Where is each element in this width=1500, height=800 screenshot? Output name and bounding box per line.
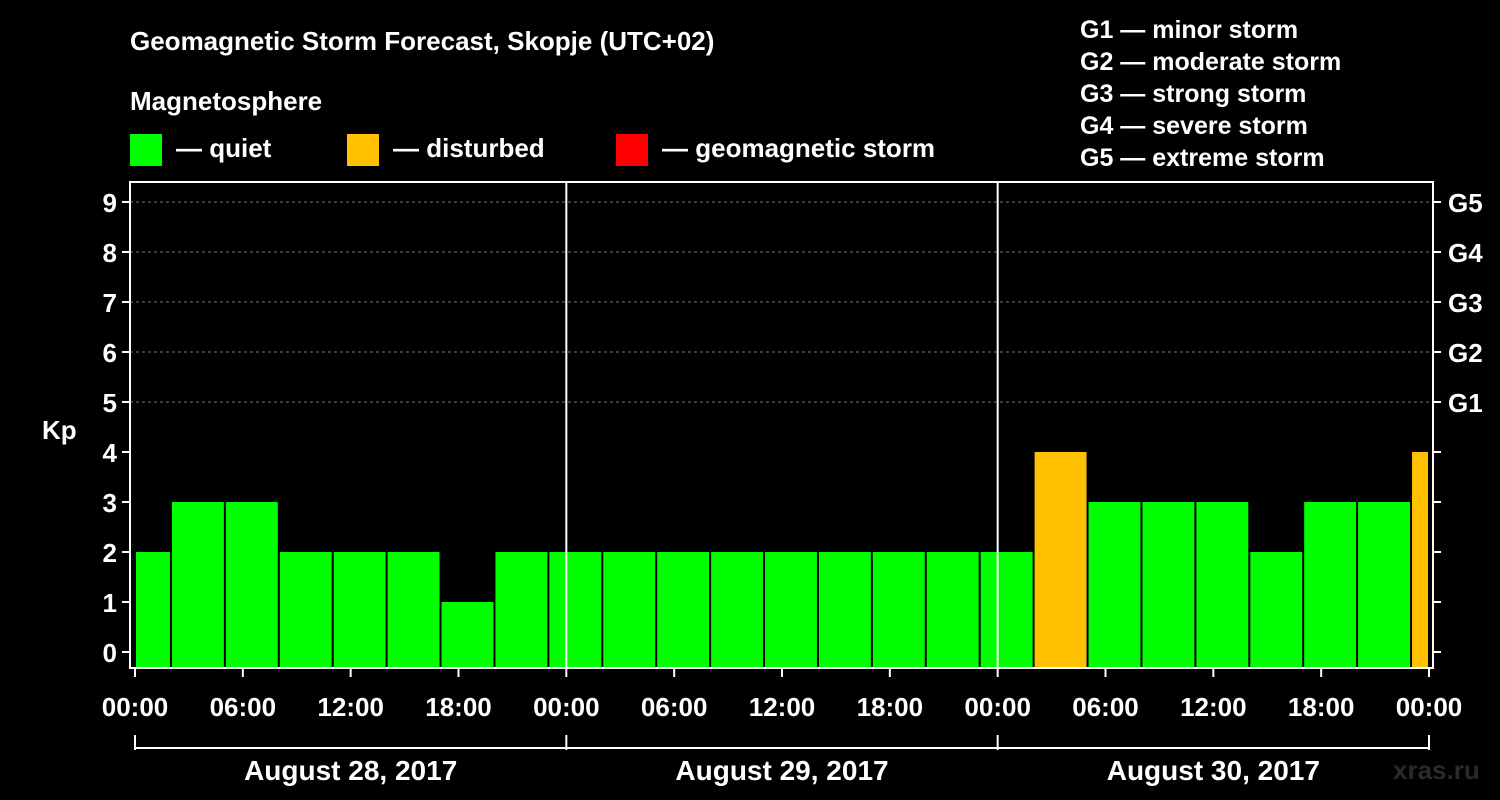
y-tick-label-8: 8 — [103, 238, 117, 268]
kp-bar-20 — [1196, 502, 1249, 668]
g-scale-g4: G4 — severe storm — [1080, 112, 1308, 140]
x-tick-label-9: 06:00 — [1072, 692, 1139, 722]
x-tick-label-1: 06:00 — [210, 692, 277, 722]
kp-bar-1 — [171, 502, 224, 668]
kp-bar-4 — [333, 552, 386, 668]
kp-bar-14 — [872, 552, 925, 668]
y-axis-label: Kp — [42, 415, 77, 445]
kp-bar-22 — [1304, 502, 1357, 668]
y-tick-label-0: 0 — [103, 638, 117, 668]
kp-bar-10 — [657, 552, 710, 668]
x-tick-label-2: 12:00 — [317, 692, 384, 722]
watermark: xras.ru — [1393, 755, 1480, 785]
legend-label-quiet: — quiet — [176, 133, 272, 163]
kp-bar-5 — [387, 552, 440, 668]
kp-bar-3 — [279, 552, 332, 668]
legend-label-storm: — geomagnetic storm — [662, 133, 935, 163]
y-tick-label-4: 4 — [103, 438, 118, 468]
legend-label-disturbed: — disturbed — [393, 133, 545, 163]
day-label-0: August 28, 2017 — [244, 755, 457, 786]
y-tick-label-7: 7 — [103, 288, 117, 318]
kp-bar-13 — [818, 552, 871, 668]
day-label-1: August 29, 2017 — [675, 755, 888, 786]
g-level-label-g4: G4 — [1448, 238, 1483, 268]
x-tick-label-8: 00:00 — [964, 692, 1031, 722]
legend-swatch-disturbed — [347, 134, 379, 166]
kp-bar-23 — [1358, 502, 1411, 668]
g-scale-g3: G3 — strong storm — [1080, 80, 1306, 108]
legend-swatch-quiet — [130, 134, 162, 166]
x-tick-label-3: 18:00 — [425, 692, 492, 722]
g-level-label-g1: G1 — [1448, 388, 1483, 418]
g-scale-g1: G1 — minor storm — [1080, 16, 1298, 44]
chart-title: Geomagnetic Storm Forecast, Skopje (UTC+… — [130, 26, 714, 56]
kp-bar-12 — [765, 552, 817, 668]
x-tick-label-11: 18:00 — [1288, 692, 1355, 722]
y-tick-label-2: 2 — [103, 538, 117, 568]
y-tick-label-5: 5 — [103, 388, 117, 418]
kp-bar-6 — [441, 602, 494, 668]
y-tick-label-9: 9 — [103, 188, 117, 218]
g-level-label-g2: G2 — [1448, 338, 1483, 368]
x-tick-label-6: 12:00 — [749, 692, 816, 722]
kp-bar-18 — [1088, 502, 1141, 668]
g-level-label-g5: G5 — [1448, 188, 1483, 218]
kp-bar-2 — [225, 502, 278, 668]
x-tick-label-10: 12:00 — [1180, 692, 1247, 722]
x-tick-label-5: 06:00 — [641, 692, 708, 722]
x-tick-label-7: 18:00 — [857, 692, 924, 722]
kp-bar-21 — [1250, 552, 1303, 668]
kp-bar-19 — [1142, 502, 1195, 668]
y-tick-label-6: 6 — [103, 338, 117, 368]
x-tick-label-12: 00:00 — [1396, 692, 1463, 722]
kp-bar-8 — [549, 552, 602, 668]
legend-swatch-storm — [616, 134, 648, 166]
x-tick-label-0: 00:00 — [102, 692, 169, 722]
kp-bar-0 — [136, 552, 170, 668]
x-tick-label-4: 00:00 — [533, 692, 600, 722]
kp-bar-17 — [1034, 452, 1087, 668]
kp-bar-7 — [495, 552, 548, 668]
day-label-2: August 30, 2017 — [1107, 755, 1320, 786]
kp-bar-15 — [926, 552, 979, 668]
y-tick-label-1: 1 — [103, 588, 117, 618]
kp-bar-11 — [711, 552, 764, 668]
legend-heading: Magnetosphere — [130, 86, 322, 116]
kp-bar-24 — [1412, 452, 1428, 668]
g-scale-g2: G2 — moderate storm — [1080, 48, 1341, 76]
kp-bar-9 — [603, 552, 656, 668]
g-scale-g5: G5 — extreme storm — [1080, 144, 1325, 172]
kp-bar-16 — [980, 552, 1033, 668]
y-tick-label-3: 3 — [103, 488, 117, 518]
g-level-label-g3: G3 — [1448, 288, 1483, 318]
